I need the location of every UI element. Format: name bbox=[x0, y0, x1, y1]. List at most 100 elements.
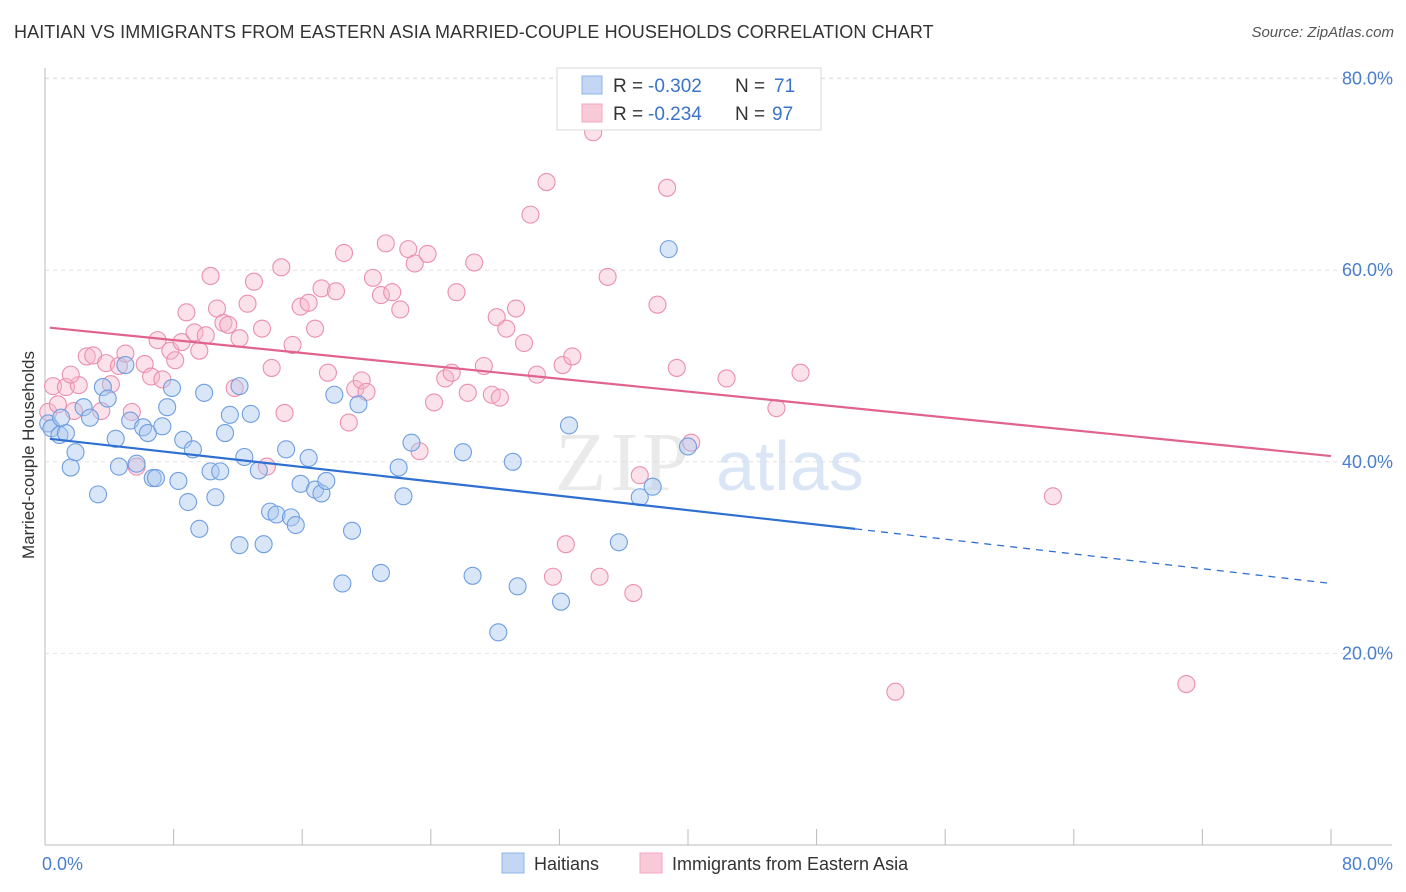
eastern-asia-point-42 bbox=[306, 319, 325, 338]
haitians-point-32 bbox=[215, 424, 235, 443]
haitians-trend-line bbox=[49, 437, 856, 530]
eastern-asia-point-72 bbox=[514, 333, 534, 353]
haitians-point-58 bbox=[463, 566, 482, 585]
eastern-asia-point-89 bbox=[717, 369, 736, 388]
haitians-point-45 bbox=[299, 448, 318, 468]
legend-n-label-1: N = bbox=[735, 76, 765, 97]
eastern-asia-trend-line bbox=[49, 326, 1332, 458]
haitians-point-20 bbox=[153, 417, 172, 436]
haitians-point-11 bbox=[106, 429, 125, 448]
y-tick-label-40: 40.0% bbox=[1342, 452, 1393, 472]
eastern-asia-point-64 bbox=[458, 383, 477, 402]
y-tick-label-80: 80.0% bbox=[1342, 69, 1393, 89]
haitians-point-6 bbox=[74, 398, 93, 417]
haitians-point-36 bbox=[241, 404, 260, 423]
eastern-asia-point-82 bbox=[598, 267, 617, 286]
eastern-asia-point-59 bbox=[418, 244, 437, 263]
eastern-asia-point-76 bbox=[543, 567, 563, 586]
eastern-asia-point-55 bbox=[391, 300, 410, 319]
haitians-point-62 bbox=[551, 592, 571, 611]
eastern-asia-point-81 bbox=[590, 567, 609, 586]
haitians-point-66 bbox=[643, 477, 662, 496]
watermark-atlas: atlas bbox=[716, 427, 864, 505]
eastern-asia-point-83 bbox=[624, 583, 643, 603]
trend-lines bbox=[49, 326, 1332, 585]
haitians-point-59 bbox=[489, 623, 508, 642]
legend-n-value-1: 71 bbox=[774, 76, 795, 97]
haitians-point-13 bbox=[116, 355, 135, 375]
eastern-asia-point-87 bbox=[667, 358, 686, 377]
eastern-asia-point-41 bbox=[299, 293, 318, 312]
haitians-point-22 bbox=[162, 378, 182, 398]
haitians-point-7 bbox=[80, 408, 100, 427]
haitians-point-37 bbox=[249, 461, 268, 480]
haitians-point-25 bbox=[179, 492, 198, 512]
eastern-asia-point-90 bbox=[767, 399, 786, 418]
haitians-point-10 bbox=[98, 389, 117, 408]
haitians-point-54 bbox=[389, 458, 408, 477]
haitians-point-27 bbox=[190, 519, 209, 538]
bottom-legend-swatch-eastern-asia bbox=[639, 852, 663, 874]
legend-n-label-2: N = bbox=[735, 104, 765, 125]
eastern-asia-point-6 bbox=[77, 347, 96, 366]
haitians-point-55 bbox=[394, 487, 413, 506]
eastern-asia-point-79 bbox=[563, 347, 582, 366]
eastern-asia-point-16 bbox=[142, 367, 161, 386]
eastern-asia-point-37 bbox=[272, 258, 291, 277]
eastern-asia-point-69 bbox=[490, 388, 509, 407]
eastern-asia-point-25 bbox=[196, 326, 215, 345]
eastern-asia-point-78 bbox=[556, 535, 575, 554]
eastern-asia-point-34 bbox=[252, 319, 272, 338]
legend-n-value-2: 97 bbox=[772, 104, 793, 125]
eastern-asia-point-23 bbox=[185, 323, 204, 342]
haitians-point-15 bbox=[127, 454, 146, 473]
eastern-asia-point-85 bbox=[648, 295, 667, 314]
haitians-point-8 bbox=[88, 485, 108, 504]
haitians-point-56 bbox=[402, 433, 421, 452]
haitians-point-28 bbox=[195, 383, 214, 402]
haitians-point-24 bbox=[174, 430, 193, 449]
eastern-asia-point-31 bbox=[230, 329, 249, 348]
bottom-legend-eastern-asia: Immigrants from Eastern Asia bbox=[672, 854, 909, 874]
haitians-point-60 bbox=[503, 452, 522, 471]
series-legend: Haitians Immigrants from Eastern Asia bbox=[501, 852, 909, 874]
haitians-point-34 bbox=[230, 536, 249, 555]
eastern-asia-point-51 bbox=[363, 268, 382, 287]
haitians-point-67 bbox=[659, 240, 678, 259]
series-eastern-asia-points bbox=[39, 79, 1196, 701]
watermark-zip: ZIP bbox=[555, 416, 693, 509]
tick-labels: 20.0% 40.0% 60.0% 80.0% 0.0% 80.0% bbox=[42, 69, 1393, 874]
eastern-asia-point-52 bbox=[371, 286, 391, 305]
eastern-asia-point-86 bbox=[658, 178, 677, 197]
eastern-asia-point-93 bbox=[1043, 487, 1062, 506]
haitians-point-23 bbox=[169, 471, 188, 491]
series-haitians-points bbox=[39, 240, 698, 642]
haitians-point-12 bbox=[109, 457, 128, 476]
y-tick-label-60: 60.0% bbox=[1342, 260, 1393, 280]
legend-r-label-2: R = bbox=[613, 104, 643, 125]
eastern-asia-point-74 bbox=[527, 365, 546, 384]
haitians-point-40 bbox=[267, 505, 286, 524]
y-axis-title: Married-couple Households bbox=[19, 351, 38, 559]
legend-r-value-1: -0.302 bbox=[648, 76, 702, 97]
haitians-point-35 bbox=[235, 447, 254, 467]
eastern-asia-point-92 bbox=[886, 682, 905, 701]
eastern-asia-point-20 bbox=[166, 351, 185, 370]
haitians-point-70 bbox=[52, 408, 71, 427]
legend-swatch-eastern-asia bbox=[581, 103, 603, 123]
eastern-asia-point-94 bbox=[1177, 675, 1196, 694]
haitians-point-61 bbox=[508, 577, 527, 596]
eastern-asia-point-96 bbox=[61, 365, 80, 384]
eastern-asia-point-57 bbox=[405, 254, 424, 273]
eastern-asia-point-63 bbox=[447, 283, 466, 302]
eastern-asia-point-49 bbox=[352, 371, 371, 390]
x-tick-label-end: 80.0% bbox=[1342, 854, 1393, 874]
haitians-point-29 bbox=[201, 462, 220, 481]
eastern-asia-point-73 bbox=[521, 205, 540, 224]
bottom-legend-swatch-haitians bbox=[501, 852, 525, 874]
legend-r-label-1: R = bbox=[613, 76, 643, 97]
haitians-point-4 bbox=[61, 458, 80, 477]
eastern-asia-point-2 bbox=[48, 395, 67, 414]
eastern-asia-point-47 bbox=[339, 413, 358, 432]
